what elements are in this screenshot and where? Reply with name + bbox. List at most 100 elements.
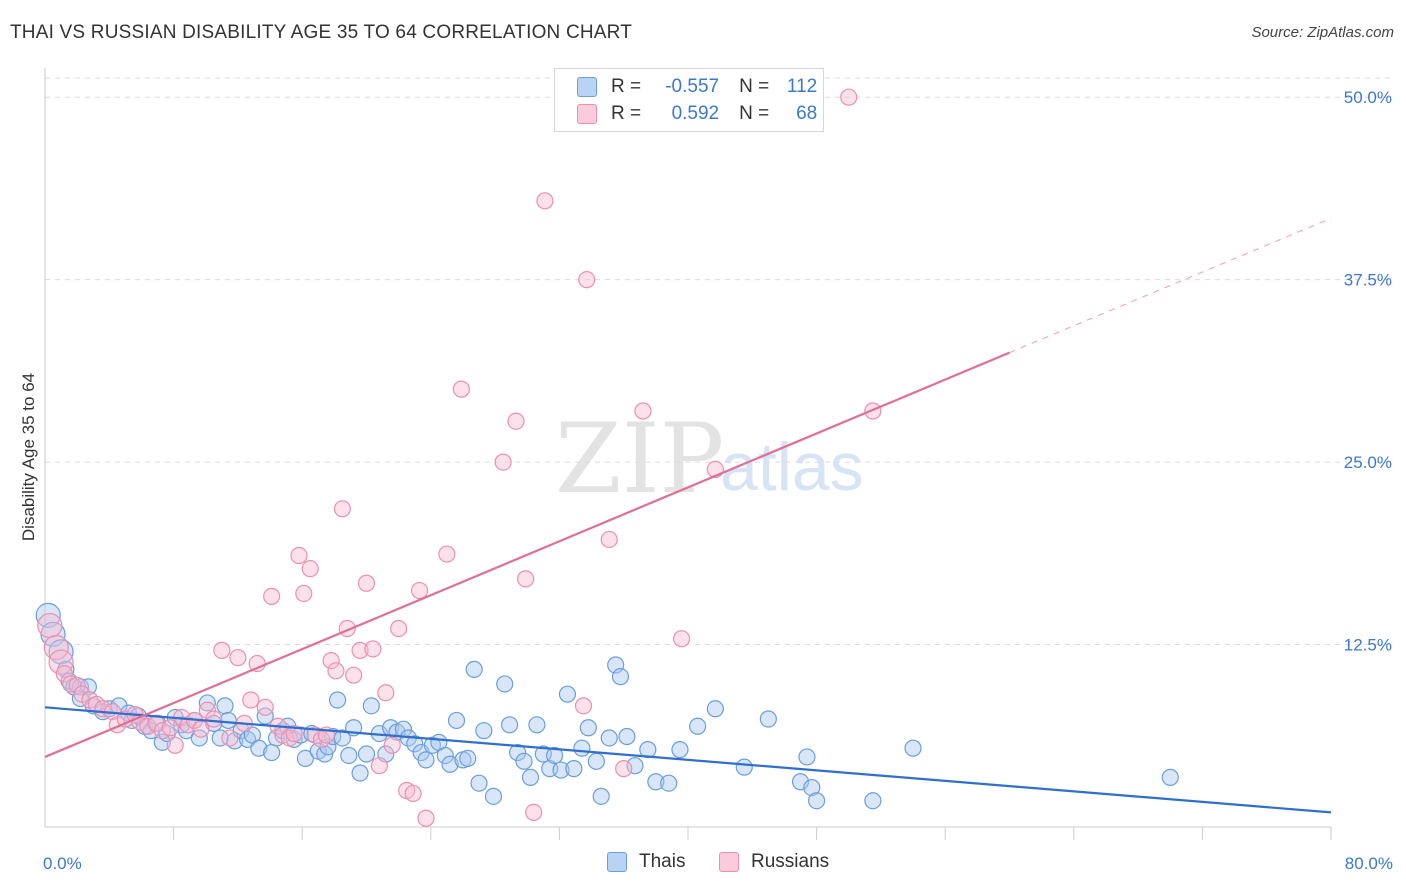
- thai-point: [470, 774, 488, 792]
- thai-point: [515, 752, 533, 770]
- thai-point: [441, 755, 459, 773]
- x-tick-label-min: 0.0%: [43, 854, 82, 873]
- russian-point: [242, 691, 260, 709]
- legend-item-thais[interactable]: Thais: [607, 851, 685, 873]
- russian-point: [390, 619, 408, 638]
- thai-point: [211, 729, 229, 747]
- legend-label-thais: Thais: [639, 851, 686, 872]
- thai-point: [618, 727, 636, 746]
- thai-point: [417, 751, 435, 769]
- thai-point: [484, 787, 503, 805]
- stats-legend: R = -0.557 N = 112 R = 0.592 N = 68: [554, 68, 824, 132]
- russian-point: [263, 587, 281, 605]
- russian-point: [357, 574, 376, 592]
- thai-point: [500, 716, 519, 734]
- tick-labels: 12.5% 25.0% 37.5% 50.0% 0.0% 80.0%: [43, 88, 1393, 873]
- r-label: R =: [611, 76, 642, 97]
- russian-point: [48, 649, 74, 675]
- russian-point: [370, 757, 388, 775]
- russian-point: [364, 640, 382, 658]
- thai-point: [465, 660, 483, 678]
- thai-point: [904, 739, 922, 757]
- russian-trend-extension: [1009, 217, 1332, 354]
- thai-point: [459, 749, 477, 767]
- thai-point: [216, 697, 234, 715]
- thai-point: [35, 602, 61, 628]
- thai-point: [406, 735, 424, 753]
- thai-point: [803, 778, 821, 797]
- chart-title: THAI VS RUSSIAN DISABILITY AGE 35 TO 64 …: [10, 22, 633, 43]
- russian-point: [229, 649, 247, 667]
- watermark: ZIP atlas: [555, 403, 864, 515]
- thai-point: [706, 700, 724, 718]
- russian-point: [578, 271, 596, 289]
- russian-point: [68, 676, 86, 695]
- russian-point: [351, 641, 369, 659]
- thai-point: [592, 787, 610, 805]
- thai-point: [328, 691, 347, 709]
- thai-point: [647, 773, 665, 791]
- russian-point: [452, 380, 470, 398]
- russian-point: [600, 530, 618, 549]
- russian-point: [166, 736, 184, 754]
- russian-point: [494, 453, 512, 471]
- russian-point: [221, 729, 239, 747]
- russian-point: [634, 402, 652, 420]
- grid: [45, 77, 1392, 646]
- r-value: 0.592: [671, 103, 720, 124]
- russian-point: [295, 584, 313, 603]
- axes: [44, 68, 1332, 840]
- thai-point: [475, 722, 493, 740]
- thai-point: [611, 668, 630, 686]
- r-value: -0.557: [665, 76, 720, 97]
- russian-point: [37, 612, 63, 639]
- russian-point: [213, 641, 231, 659]
- legend-item-russians[interactable]: Russians: [719, 851, 829, 873]
- thai-point: [587, 752, 605, 770]
- russian-point: [205, 710, 223, 728]
- thais-swatch: [607, 852, 627, 872]
- series-legend: Thais Russians: [0, 851, 1406, 877]
- russian-point: [438, 545, 456, 563]
- russian-point: [322, 652, 340, 670]
- russian-point: [517, 570, 535, 588]
- watermark-zip: ZIP: [555, 403, 724, 515]
- thai-point: [447, 711, 466, 730]
- trend-lines: [44, 217, 1332, 814]
- thai-point: [573, 739, 591, 757]
- n-value: 68: [796, 103, 818, 124]
- russian-point: [345, 666, 363, 684]
- russian-point: [256, 698, 274, 716]
- thai-point: [1161, 768, 1179, 786]
- thai-point: [552, 761, 570, 779]
- y-tick-label: 25.0%: [1344, 453, 1392, 472]
- watermark-atlas: atlas: [720, 429, 864, 505]
- thai-point: [153, 733, 171, 751]
- thai-point: [198, 694, 216, 712]
- thai-point: [579, 719, 597, 737]
- russian-point: [574, 697, 593, 715]
- russian-point: [672, 630, 691, 648]
- thai-point: [600, 729, 618, 747]
- thai-point: [735, 758, 753, 776]
- thai-point: [565, 760, 583, 778]
- thai-point: [226, 732, 244, 750]
- y-tick-label: 37.5%: [1344, 271, 1392, 290]
- russian-point: [377, 684, 395, 702]
- source-label: Source: ZipAtlas.com: [1251, 24, 1394, 41]
- russian-point: [507, 412, 525, 430]
- thai-point: [545, 746, 564, 765]
- thai-point: [558, 685, 577, 703]
- thai-point: [263, 743, 281, 762]
- thai-point: [864, 792, 882, 810]
- russian-point: [161, 719, 179, 737]
- thai-point: [48, 639, 74, 665]
- thai-point: [296, 749, 315, 767]
- thai-point: [671, 741, 689, 759]
- thai-point: [357, 745, 376, 763]
- thai-point: [340, 746, 358, 765]
- russian-point: [55, 665, 73, 683]
- russian-point: [383, 736, 401, 754]
- russian-point: [327, 662, 345, 680]
